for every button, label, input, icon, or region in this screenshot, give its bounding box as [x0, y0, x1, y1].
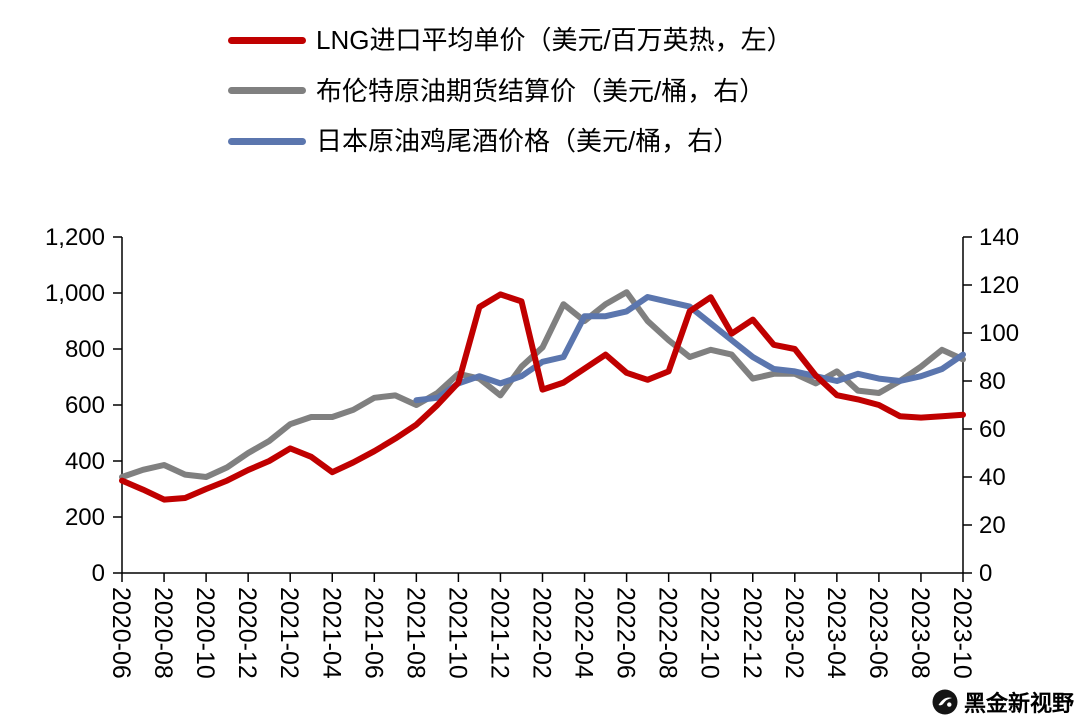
x-axis-tick-label: 2022-10 [696, 587, 724, 679]
chart-legend: LNG进口平均单价（美元/百万英热，左） 布伦特原油期货结算价（美元/桶，右） … [228, 26, 793, 156]
series-line-2 [413, 294, 966, 404]
left-axis-tick-label: 1,000 [45, 280, 105, 307]
x-axis-tick-label: 2021-08 [401, 587, 429, 679]
legend-label-brent-futures: 布伦特原油期货结算价（美元/桶，右） [316, 75, 766, 106]
right-axis-tick-label: 120 [979, 272, 1019, 299]
legend-swatch-lng-price [228, 36, 306, 44]
x-axis-tick-label: 2021-12 [485, 587, 513, 679]
left-axis-tick-label: 400 [65, 448, 105, 475]
x-axis-tick-label: 2021-06 [359, 587, 387, 679]
x-axis-tick-label: 2021-04 [317, 587, 345, 679]
right-axis-tick-label: 20 [979, 512, 1006, 539]
right-axis-tick-label: 60 [979, 416, 1006, 443]
left-axis-tick-label: 1,200 [45, 224, 105, 251]
legend-label-japan-crude-cocktail: 日本原油鸡尾酒价格（美元/桶，右） [316, 126, 740, 157]
legend-item-brent-futures: 布伦特原油期货结算价（美元/桶，右） [228, 75, 793, 106]
x-axis-tick-label: 2022-08 [654, 587, 682, 679]
x-axis-tick-label: 2023-06 [864, 587, 892, 679]
right-axis-tick-label: 100 [979, 320, 1019, 347]
x-axis-tick-label: 2021-02 [275, 587, 303, 679]
right-axis-tick-label: 140 [979, 224, 1019, 251]
x-axis-tick-label: 2022-04 [570, 587, 598, 679]
legend-item-lng-price: LNG进口平均单价（美元/百万英热，左） [228, 26, 793, 55]
left-axis-tick-label: 600 [65, 392, 105, 419]
left-axis-tick-label: 0 [92, 560, 105, 587]
legend-swatch-brent-futures [228, 87, 306, 95]
watermark: 黑金新视野 [932, 686, 1074, 718]
right-axis-tick-label: 80 [979, 368, 1006, 395]
watermark-text: 黑金新视野 [963, 691, 1074, 716]
left-axis-tick-label: 800 [65, 336, 105, 363]
x-axis-tick-label: 2020-06 [107, 587, 135, 679]
legend-label-lng-price: LNG进口平均单价（美元/百万英热，左） [316, 25, 793, 55]
x-axis-tick-label: 2023-02 [780, 587, 808, 679]
x-axis-tick-label: 2021-10 [443, 587, 471, 679]
right-axis-tick-label: 40 [979, 464, 1006, 491]
x-axis-tick-label: 2022-12 [738, 587, 766, 679]
left-axis-tick-label: 200 [65, 504, 105, 531]
watermark-logo-icon [932, 689, 958, 715]
x-axis-tick-label: 2020-10 [191, 587, 219, 679]
legend-item-japan-crude-cocktail: 日本原油鸡尾酒价格（美元/桶，右） [228, 127, 793, 156]
x-axis-tick-label: 2022-06 [612, 587, 640, 679]
right-axis-tick-label: 0 [979, 560, 992, 587]
x-axis-tick-label: 2020-08 [149, 587, 177, 679]
x-axis-tick-label: 2023-10 [948, 587, 976, 679]
x-axis-tick-label: 2023-08 [906, 587, 934, 679]
x-axis-tick-label: 2020-12 [233, 587, 261, 679]
x-axis-tick-label: 2022-02 [528, 587, 556, 679]
legend-swatch-japan-crude-cocktail [228, 137, 306, 145]
series-line-0 [119, 291, 966, 503]
x-axis-tick-label: 2023-04 [822, 587, 850, 679]
